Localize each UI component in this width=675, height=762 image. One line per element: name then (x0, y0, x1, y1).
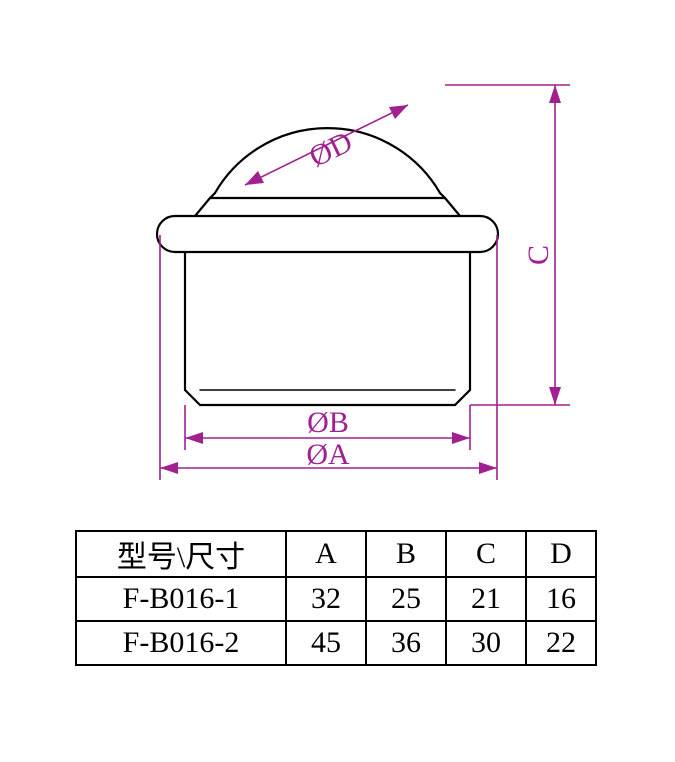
table-header: B (366, 531, 446, 577)
table-header: D (526, 531, 596, 577)
table-header-row: 型号\尺寸 A B C D (76, 531, 596, 577)
label-dia-d: ØD (304, 125, 357, 174)
page-root: ØB ØA C ØD 型号\尺寸 A B C D F-B016-1 32 25 … (0, 0, 675, 762)
table-cell: 21 (446, 577, 526, 621)
label-dia-a: ØA (306, 438, 350, 471)
technical-drawing: ØB ØA C ØD (0, 0, 675, 520)
table-cell: F-B016-2 (76, 621, 286, 665)
table-cell: 30 (446, 621, 526, 665)
table-cell: 16 (526, 577, 596, 621)
table-header: 型号\尺寸 (76, 531, 286, 577)
label-dia-b: ØB (307, 406, 349, 439)
dimension-table: 型号\尺寸 A B C D F-B016-1 32 25 21 16 F-B01… (75, 530, 597, 666)
table-cell: 25 (366, 577, 446, 621)
part-outline (157, 128, 498, 405)
table-cell: 32 (286, 577, 366, 621)
dimension-lines (160, 85, 570, 480)
table-row: F-B016-1 32 25 21 16 (76, 577, 596, 621)
table-header: A (286, 531, 366, 577)
table-row: F-B016-2 45 36 30 22 (76, 621, 596, 665)
label-height-c: C (522, 245, 555, 265)
table-cell: F-B016-1 (76, 577, 286, 621)
table-cell: 36 (366, 621, 446, 665)
table-header: C (446, 531, 526, 577)
table-cell: 45 (286, 621, 366, 665)
table-cell: 22 (526, 621, 596, 665)
